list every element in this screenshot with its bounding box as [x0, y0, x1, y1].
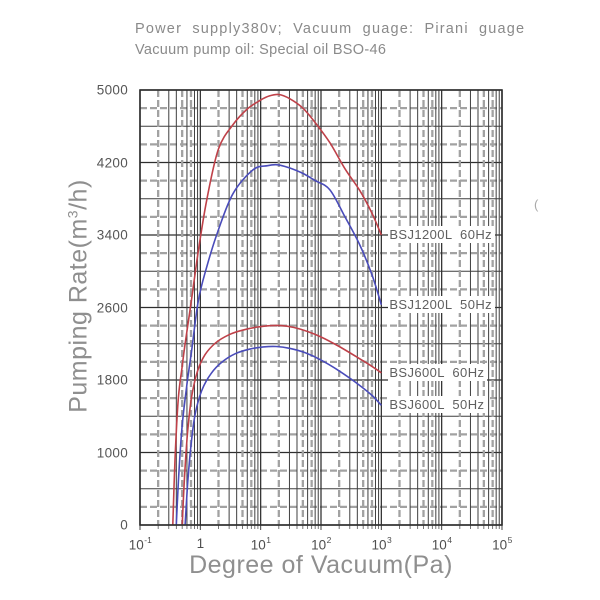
curve-label-bsj600l-50hz: BSJ600L 50Hz — [388, 396, 488, 414]
x-tick-label-105: 105 — [492, 535, 513, 553]
header-line-1: Power supply380v; Vacuum guage: Pirani g… — [135, 21, 526, 37]
y-tick-label-5000: 5000 — [96, 82, 128, 98]
y-tick-label-0: 0 — [120, 517, 128, 533]
x-tick-label-103: 103 — [371, 535, 392, 553]
curve-bsj1200l-50hz — [175, 163, 383, 526]
y-tick-label-4200: 4200 — [96, 155, 128, 170]
curves-layer — [172, 93, 383, 526]
x-tick-label-102: 102 — [311, 535, 332, 553]
stray-paren-mark: ( — [534, 197, 539, 212]
plot-border — [139, 89, 503, 526]
curve-bsj600l-60hz — [181, 324, 382, 526]
curve-label-bsj600l-60hz: BSJ600L 60Hz — [388, 363, 488, 381]
header-line-2: Vacuum pump oil: Special oil BSO-46 — [135, 42, 387, 58]
x-tick-label-10-1: 10-1 — [128, 535, 152, 553]
y-tick-label-2600: 2600 — [96, 300, 128, 315]
curve-label-bsj1200l-60hz: BSJ1200L 60Hz — [388, 226, 496, 243]
y-tick-label-1000: 1000 — [96, 445, 128, 460]
y-tick-label-1800: 1800 — [96, 372, 128, 388]
curve-bsj600l-50hz — [184, 345, 382, 526]
y-tick-label-3400: 3400 — [96, 227, 128, 243]
x-axis-title: Degree of Vacuum(Pa) — [189, 551, 453, 579]
x-tick-label-1: 1 — [196, 536, 205, 551]
curve-label-bsj1200l-50hz: BSJ1200L 50Hz — [388, 295, 496, 313]
x-tick-label-101: 101 — [250, 535, 272, 553]
curve-bsj1200l-60hz — [172, 93, 383, 526]
x-tick-label-104: 104 — [431, 535, 453, 553]
